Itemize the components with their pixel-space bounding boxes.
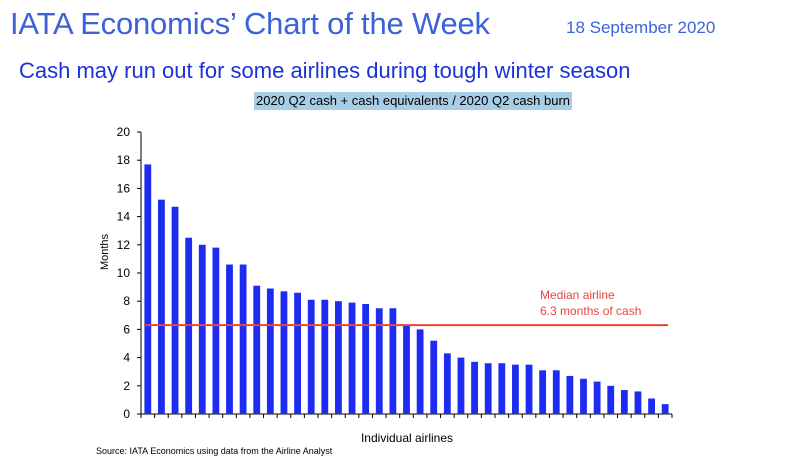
y-tick-label: 12 xyxy=(117,238,131,252)
y-tick-label: 0 xyxy=(123,407,130,421)
bar xyxy=(253,285,261,414)
y-tick-label: 16 xyxy=(117,181,131,195)
median-value-label: 6.3 months of cash xyxy=(540,304,641,318)
page-title: IATA Economics’ Chart of the Week xyxy=(10,6,490,41)
bar xyxy=(375,308,383,414)
bar xyxy=(403,325,410,414)
bar xyxy=(539,370,547,414)
source-note: Source: IATA Economics using data from t… xyxy=(96,446,333,456)
bar xyxy=(307,299,315,414)
x-axis-title: Individual airlines xyxy=(361,431,453,445)
bar xyxy=(498,363,506,414)
bar xyxy=(389,308,397,414)
bar xyxy=(552,370,560,414)
bar xyxy=(362,304,370,414)
y-tick-label: 14 xyxy=(117,210,131,224)
y-tick-label: 10 xyxy=(117,266,131,280)
bar xyxy=(321,299,329,414)
bar xyxy=(416,329,424,414)
bar xyxy=(335,301,342,414)
bar xyxy=(280,291,288,414)
chart-subtitle: 2020 Q2 cash + cash equivalents / 2020 Q… xyxy=(254,92,573,110)
bar xyxy=(607,385,615,414)
bar xyxy=(648,398,655,414)
bar xyxy=(144,164,152,414)
bar xyxy=(171,206,179,414)
bar xyxy=(484,363,492,414)
y-tick-label: 20 xyxy=(117,125,131,139)
bar xyxy=(593,381,601,414)
axis-labels: Months Individual airlines xyxy=(99,233,453,445)
y-tick-label: 2 xyxy=(123,379,130,393)
bar xyxy=(620,390,628,414)
bar xyxy=(226,264,233,414)
bar xyxy=(525,364,533,414)
publication-date: 18 September 2020 xyxy=(566,18,716,37)
bar xyxy=(457,357,465,414)
bar xyxy=(580,378,587,414)
bar xyxy=(239,264,247,414)
bar xyxy=(294,292,301,414)
y-tick-label: 4 xyxy=(123,351,130,365)
bar xyxy=(266,288,274,414)
y-tick-label: 6 xyxy=(123,322,130,336)
bar xyxy=(471,361,478,414)
bar xyxy=(198,244,206,414)
y-tick-label: 8 xyxy=(123,294,130,308)
y-tick-label: 18 xyxy=(117,153,131,167)
median-label: Median airline xyxy=(540,288,615,302)
bar xyxy=(634,391,642,414)
y-axis-title: Months xyxy=(99,233,111,270)
bar xyxy=(566,375,574,414)
median-group: Median airline 6.3 months of cash xyxy=(144,288,668,327)
bar xyxy=(430,340,438,414)
bar xyxy=(348,302,356,414)
bar xyxy=(212,247,220,414)
bar xyxy=(158,199,165,414)
bar xyxy=(661,404,669,414)
bar xyxy=(512,364,519,414)
bar xyxy=(443,353,451,414)
chart-headline: Cash may run out for some airlines durin… xyxy=(19,58,631,83)
